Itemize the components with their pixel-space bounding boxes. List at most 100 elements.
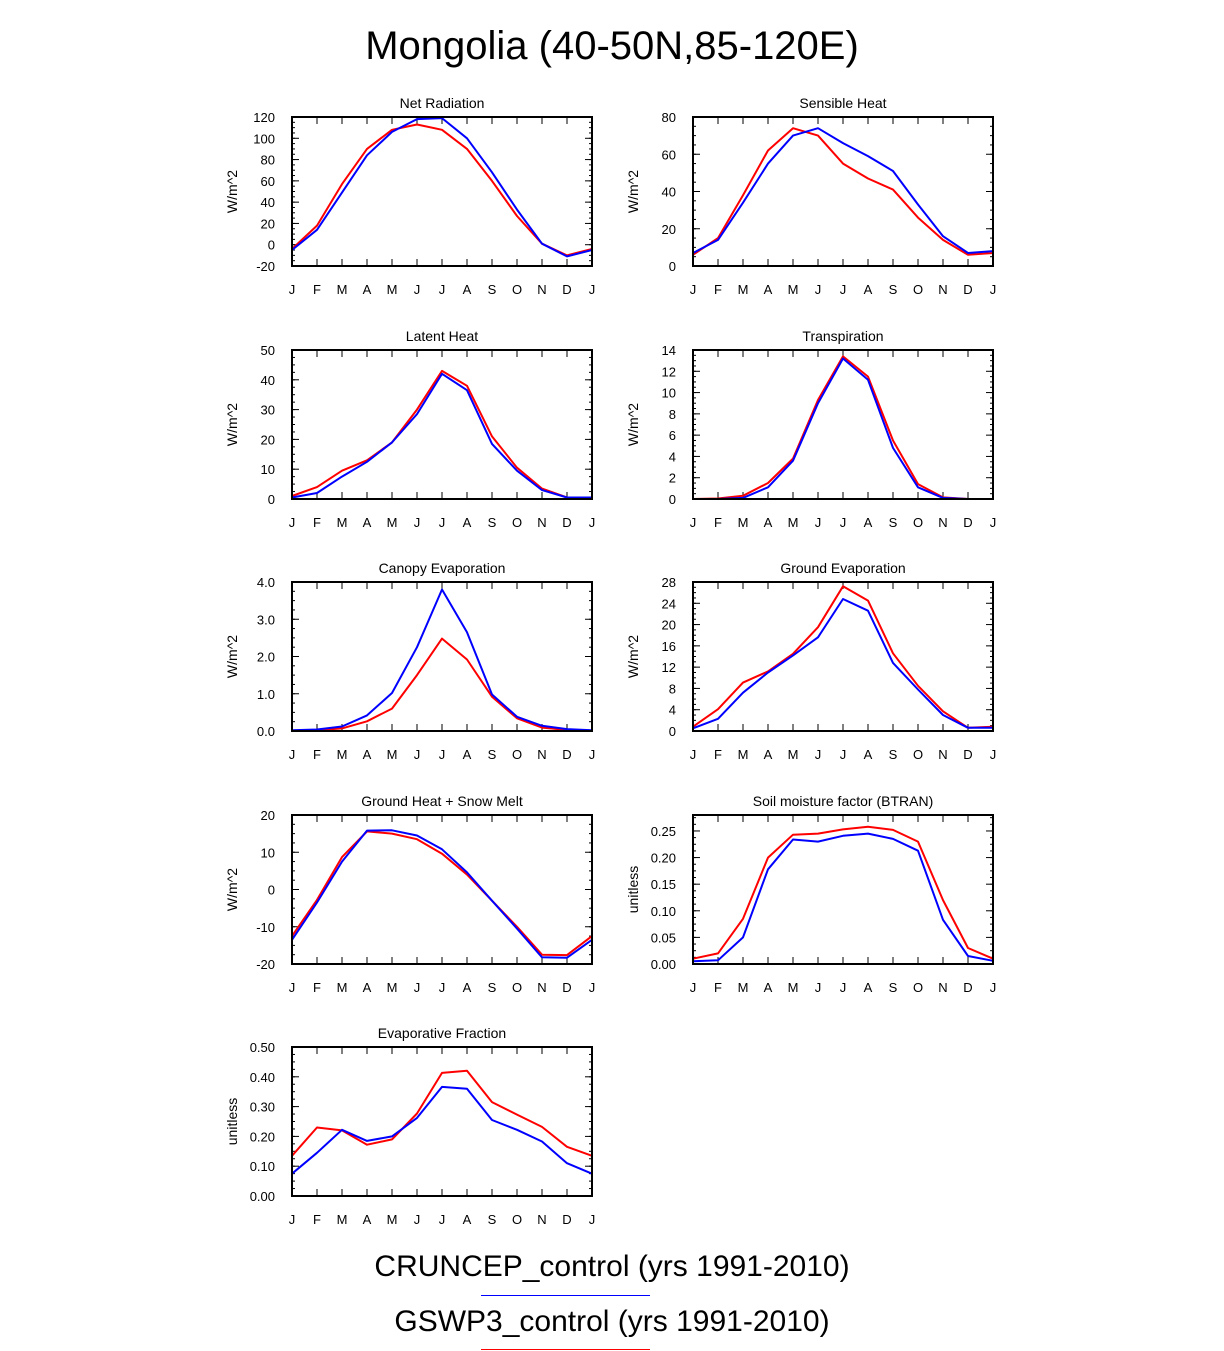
y-tick-label: 12 [662,660,676,675]
y-tick-label: 14 [662,343,676,358]
x-tick-label: M [337,980,348,995]
x-tick-label: N [537,1212,546,1227]
x-tick-label: M [387,747,398,762]
x-tick-label: M [738,747,749,762]
x-tick-label: S [488,1212,497,1227]
x-tick-label: J [414,515,421,530]
x-tick-label: N [938,980,947,995]
x-tick-label: D [963,747,972,762]
x-tick-label: F [714,282,722,297]
x-tick-label: M [738,515,749,530]
series-line-gswp3-control [291,830,593,957]
y-tick-label: 30 [261,403,275,418]
x-tick-label: A [764,980,773,995]
y-tick-label: 80 [662,110,676,125]
y-tick-label: 0.20 [250,1129,275,1144]
y-tick-label: 0.40 [250,1070,275,1085]
x-tick-label: A [864,515,873,530]
x-tick-label: A [363,282,372,297]
x-tick-label: A [363,747,372,762]
x-tick-label: J [289,980,296,995]
y-tick-label: 20 [662,618,676,633]
x-tick-label: J [990,980,997,995]
plot-frame [291,814,593,965]
chart-title: Net Radiation [400,95,485,111]
x-tick-label: M [738,980,749,995]
legend-swatch-gswp3 [481,1349,650,1350]
x-tick-label: J [439,1212,446,1227]
x-tick-label: J [815,515,822,530]
y-tick-label: 4.0 [257,575,275,590]
x-tick-label: F [714,515,722,530]
x-tick-label: J [589,1212,596,1227]
y-tick-label: 60 [261,174,275,189]
x-tick-label: N [938,747,947,762]
y-tick-label: -20 [256,957,275,972]
x-tick-label: J [990,747,997,762]
y-tick-label: 0.25 [651,824,676,839]
x-tick-label: M [738,282,749,297]
x-tick-label: J [439,747,446,762]
x-tick-label: J [815,747,822,762]
x-tick-label: D [562,980,571,995]
y-tick-label: 16 [662,639,676,654]
y-tick-label: 20 [662,222,676,237]
y-tick-label: 0.15 [651,877,676,892]
x-tick-label: M [387,282,398,297]
x-tick-label: O [512,747,522,762]
y-tick-label: 0.05 [651,930,676,945]
series-line-cruncep-control [291,372,592,499]
x-tick-label: J [414,747,421,762]
series-line-cruncep-control [692,832,994,963]
y-tick-label: 100 [253,131,275,146]
x-tick-label: D [562,282,571,297]
legend-label-gswp3: GSWP3_control (yrs 1991-2010) [394,1305,830,1338]
chart-panel-soil-moisture-factor-btran: Soil moisture factor (BTRAN) 0.00 0.05 0.10… [625,793,996,995]
y-tick-label: 4 [669,449,676,464]
y-tick-label: 40 [662,185,676,200]
x-tick-label: M [337,282,348,297]
y-tick-label: 0.20 [651,851,676,866]
legend-swatch-cruncep [481,1295,650,1296]
y-tick-label: 40 [261,195,275,210]
y-tick-label: 2 [669,471,676,486]
x-tick-label: A [864,282,873,297]
x-tick-label: A [463,515,472,530]
x-tick-label: O [913,980,923,995]
plot-frame [291,116,593,267]
series-line-gswp3-control [291,1069,593,1157]
chart-title: Soil moisture factor (BTRAN) [753,793,933,809]
x-tick-label: J [840,515,847,530]
series-line-gswp3-control [692,585,994,729]
x-tick-label: F [714,747,722,762]
y-tick-label: -10 [256,920,275,935]
x-tick-label: S [488,747,497,762]
series-line-cruncep-control [291,588,593,732]
legend-label-cruncep: CRUNCEP_control (yrs 1991-2010) [374,1250,850,1283]
y-tick-label: 0.10 [250,1159,275,1174]
chart-title: Canopy Evaporation [379,560,506,576]
chart-title: Transpiration [802,328,883,344]
x-tick-label: F [313,515,321,530]
y-tick-label: 8 [669,407,676,422]
chart-panel-evaporative-fraction: Evaporative Fraction 0.00 0.10 0.20 0.30 0.40… [224,1025,595,1227]
y-tick-label: 1.0 [257,687,275,702]
y-axis-label: W/m^2 [224,170,240,213]
x-tick-label: F [313,980,321,995]
x-tick-label: O [512,1212,522,1227]
y-tick-label: 60 [662,147,676,162]
x-tick-label: N [537,980,546,995]
x-tick-label: N [537,747,546,762]
x-tick-label: S [889,282,898,297]
series-line-cruncep-control [291,117,593,258]
x-tick-label: J [589,282,596,297]
y-axis-label: unitless [625,866,641,913]
y-tick-label: -20 [256,259,275,274]
x-tick-label: J [815,282,822,297]
series-line-cruncep-control [291,829,593,959]
x-tick-label: M [387,1212,398,1227]
series-line-gswp3-control [291,123,593,257]
series-line-gswp3-control [291,637,593,732]
